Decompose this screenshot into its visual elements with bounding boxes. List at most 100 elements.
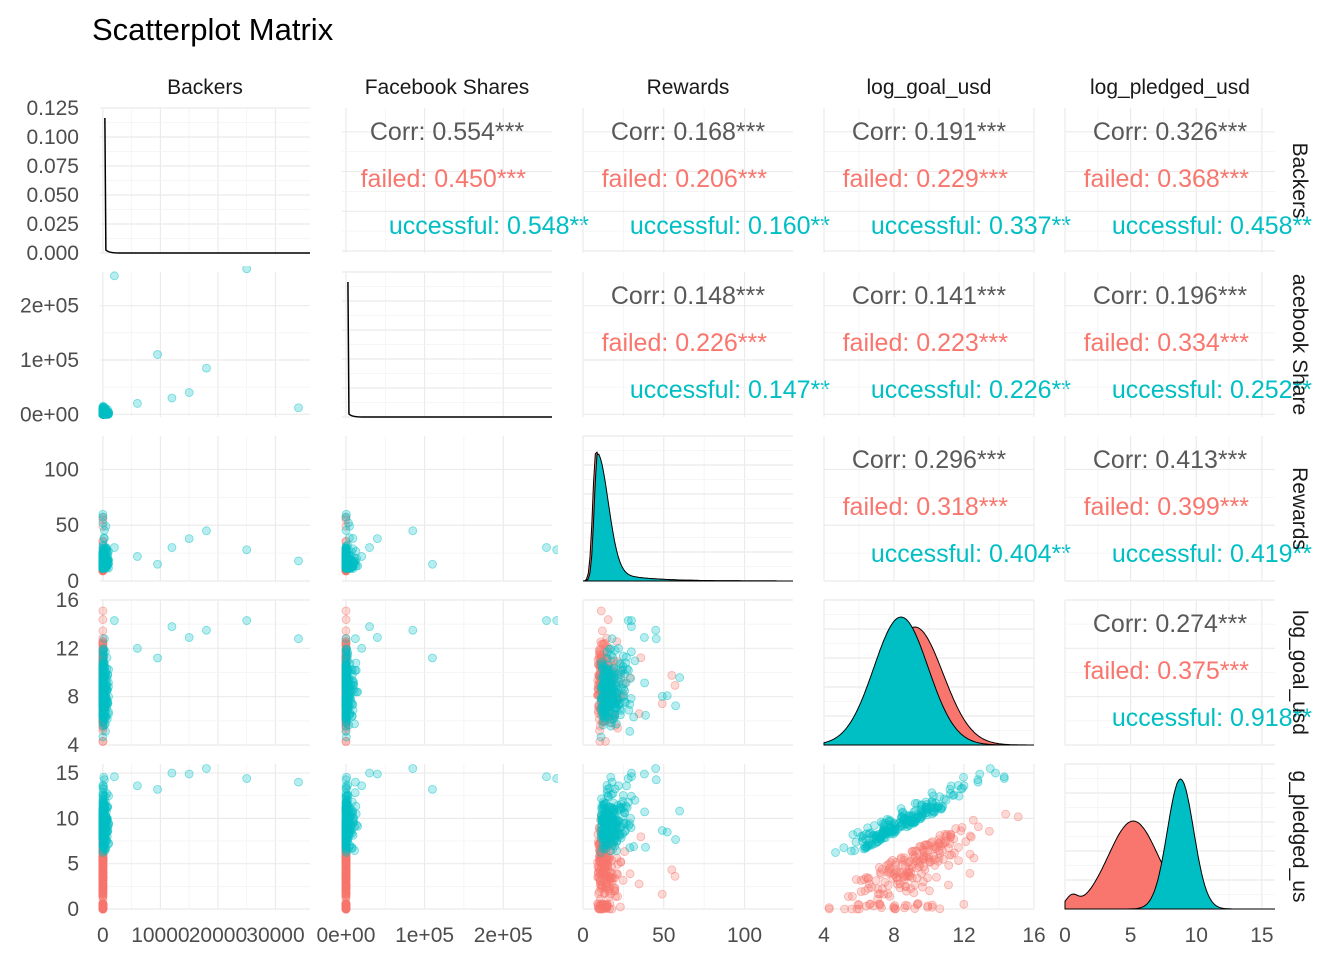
y-tick-label: 0.025 — [26, 213, 79, 236]
corr-failed: failed: 0.229*** — [843, 165, 1009, 193]
scatter-point-successful — [341, 814, 351, 824]
scatter-point-failed — [877, 903, 886, 913]
scatter-point-successful — [357, 552, 367, 561]
panel-r2-c3: Corr: 0.296*** failed: 0.318*** uccessful:… — [823, 436, 1071, 582]
scatter-point-successful — [242, 774, 252, 783]
scatter-point-successful — [607, 673, 616, 682]
scatter-point-successful — [641, 842, 650, 852]
scatter-point-successful — [202, 526, 211, 536]
scatter-point-successful — [428, 559, 437, 569]
y-tick-label: 0.050 — [26, 184, 79, 207]
corr-failed: failed: 0.450*** — [361, 165, 527, 193]
scatter-point-successful — [294, 403, 303, 413]
scatter-point-failed — [847, 904, 857, 914]
scatter-point-successful — [542, 616, 551, 625]
scatter-point-failed — [341, 857, 351, 867]
scatter-point-successful — [886, 817, 896, 827]
scatter-point-successful — [614, 781, 623, 791]
y-tick-label: 10 — [56, 807, 79, 830]
scatter-point-successful — [184, 769, 194, 779]
scatter-point-successful — [341, 726, 351, 736]
scatter-point-failed — [959, 899, 969, 909]
scatter-point-successful — [662, 827, 672, 837]
scatter-point-successful — [428, 653, 437, 663]
scatter-point-successful — [629, 842, 639, 851]
scatter-point-successful — [408, 526, 418, 536]
scatter-point-failed — [891, 860, 900, 870]
strip-top-facebook_shares: Facebook Shares — [365, 76, 530, 99]
corr-successful: uccessful: 0.458** — [1112, 212, 1312, 240]
scatter-point-failed — [667, 865, 677, 875]
panel-r4-c3 — [823, 764, 1035, 914]
scatter-point-successful — [890, 825, 900, 834]
scatter-point-failed — [616, 857, 626, 867]
scatter-points — [824, 764, 1023, 914]
scatter-point-successful — [365, 768, 374, 778]
panel-r0-c3: Corr: 0.191*** failed: 0.229*** uccessful:… — [823, 108, 1071, 253]
scatter-point-successful — [602, 653, 612, 663]
strip-top-backers: Backers — [167, 76, 243, 99]
scatter-point-successful — [917, 812, 927, 822]
corr-overall: Corr: 0.274*** — [1093, 610, 1248, 638]
corr-overall: Corr: 0.554*** — [370, 118, 525, 146]
scatter-point-successful — [639, 633, 649, 642]
scatter-point-failed — [965, 831, 975, 841]
panel-r0-c1: Corr: 0.554*** failed: 0.450*** uccessful:… — [342, 108, 589, 253]
scatter-point-successful — [876, 817, 886, 827]
scatter-point-successful — [607, 803, 617, 812]
panel-r1-c1 — [342, 271, 552, 418]
scatter-point-successful — [341, 801, 351, 811]
strip-right-facebook_shares: acebook Share — [1288, 274, 1311, 415]
scatter-point-successful — [132, 552, 142, 561]
panel-r4-c1 — [341, 764, 558, 914]
corr-failed: failed: 0.206*** — [602, 165, 768, 193]
scatter-point-failed — [861, 901, 871, 911]
scatter-point-successful — [350, 788, 360, 798]
scatter-point-successful — [607, 634, 617, 644]
scatter-point-successful — [616, 683, 626, 693]
scatter-point-successful — [341, 647, 351, 657]
scatter-point-successful — [926, 803, 936, 812]
scatter-point-successful — [167, 768, 177, 778]
x-tick-label: 100 — [727, 924, 762, 947]
scatter-point-successful — [100, 553, 110, 563]
scatter-point-failed — [954, 842, 963, 852]
scatter-point-successful — [132, 399, 142, 408]
strip-top-log_pledged_usd: log_pledged_usd — [1090, 76, 1250, 99]
strip-top-log_goal_usd: log_goal_usd — [867, 76, 992, 99]
x-tick-label: 16 — [1022, 924, 1045, 947]
scatter-point-successful — [408, 764, 418, 773]
panel-r3-c4: Corr: 0.274*** failed: 0.375*** uccessful:… — [1064, 599, 1312, 746]
scatter-point-successful — [651, 625, 661, 635]
scatter-point-failed — [608, 873, 618, 883]
scatter-point-successful — [345, 521, 355, 531]
scatter-point-failed — [927, 902, 937, 912]
y-tick-label: 0e+00 — [20, 403, 79, 426]
scatter-point-successful — [98, 509, 108, 519]
y-tick-label: 2e+05 — [20, 295, 79, 318]
x-tick-label: 30000 — [246, 924, 304, 947]
corr-failed: failed: 0.223*** — [843, 329, 1009, 357]
scatter-point-successful — [100, 543, 110, 552]
scatter-point-failed — [657, 889, 667, 899]
scatter-point-successful — [99, 408, 108, 418]
scatter-point-successful — [167, 622, 177, 631]
scatter-point-successful — [618, 791, 628, 800]
scatter-point-failed — [901, 881, 910, 891]
scatter-point-failed — [625, 869, 635, 879]
scatter-point-failed — [932, 872, 941, 882]
y-tick-label: 12 — [56, 637, 79, 660]
y-tick-label: 0.000 — [26, 242, 79, 265]
corr-successful: uccessful: 0.548** — [389, 212, 589, 240]
y-tick-label: 0 — [67, 898, 79, 921]
scatter-points — [593, 606, 685, 746]
scatter-point-successful — [100, 403, 110, 413]
scatter-point-failed — [1001, 809, 1011, 819]
y-tick-label: 16 — [56, 589, 79, 612]
scatter-point-successful — [99, 834, 108, 844]
scatter-point-successful — [350, 634, 360, 644]
strip-right-log_pledged_usd: g_pledged_us — [1288, 771, 1311, 903]
corr-overall: Corr: 0.141*** — [852, 282, 1007, 310]
scatter-point-successful — [242, 266, 252, 274]
scatter-point-successful — [341, 685, 351, 695]
